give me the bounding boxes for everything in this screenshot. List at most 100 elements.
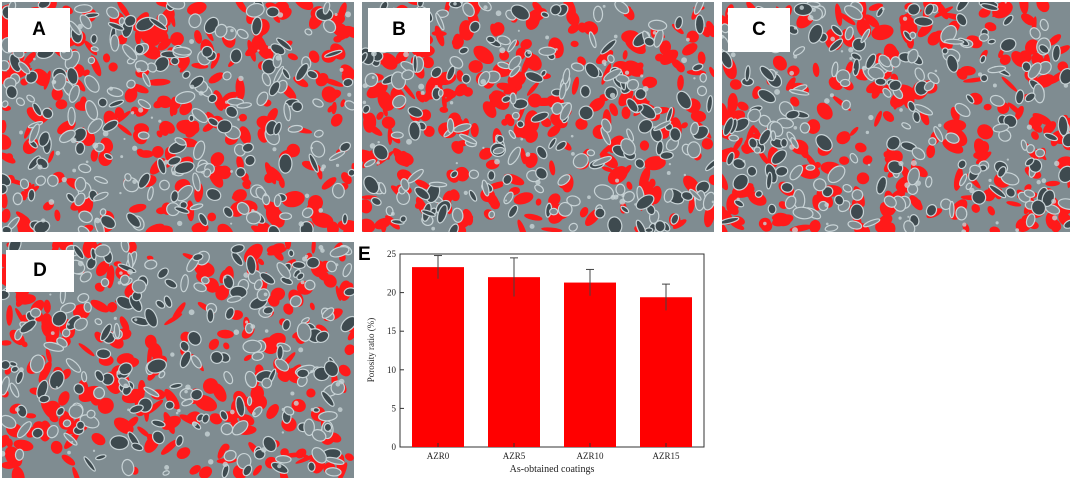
- grain: [912, 111, 921, 124]
- grain: [850, 52, 862, 61]
- grain: [340, 315, 354, 333]
- grain: [180, 274, 189, 293]
- grain: [28, 123, 40, 143]
- grain-highlight: [865, 130, 870, 135]
- grain: [758, 128, 772, 146]
- pore-region: [344, 453, 354, 461]
- grain-highlight: [852, 68, 855, 71]
- pore-region: [160, 120, 175, 134]
- grain: [33, 220, 51, 232]
- grain: [90, 46, 99, 52]
- pore-region: [189, 465, 201, 475]
- grain: [103, 152, 113, 161]
- pore-region: [82, 69, 90, 77]
- grain: [126, 79, 136, 89]
- grain: [206, 308, 215, 323]
- grain: [706, 95, 714, 113]
- grain: [48, 370, 65, 390]
- pore-region: [566, 10, 580, 26]
- grain: [496, 35, 511, 46]
- grain: [1002, 14, 1014, 26]
- pore-region: [547, 125, 561, 138]
- grain: [481, 179, 490, 197]
- pore-region: [772, 212, 791, 227]
- grain: [965, 182, 973, 191]
- grain-highlight: [1036, 180, 1041, 185]
- grain: [978, 33, 990, 42]
- grain-highlight: [263, 292, 268, 297]
- grain-highlight: [230, 222, 233, 225]
- grain: [74, 141, 86, 155]
- pore-region: [454, 166, 470, 182]
- grain: [2, 172, 12, 187]
- grain-highlight: [208, 459, 214, 465]
- grain-highlight: [711, 200, 714, 204]
- pore-region: [306, 388, 316, 398]
- grain: [363, 158, 376, 168]
- grain: [106, 6, 120, 19]
- pore-region: [6, 305, 13, 326]
- pore-region: [722, 206, 726, 213]
- grain: [29, 354, 45, 374]
- grain-highlight: [861, 65, 867, 71]
- grain: [344, 100, 354, 111]
- grain-highlight: [962, 222, 967, 227]
- pore-region: [1045, 180, 1060, 187]
- grain-highlight: [238, 75, 244, 82]
- grain: [696, 85, 708, 97]
- pore-region: [2, 192, 8, 209]
- pore-region: [422, 56, 434, 69]
- grain: [244, 370, 258, 389]
- grain: [222, 71, 232, 81]
- pore-region: [395, 51, 404, 64]
- pore-region: [283, 303, 294, 315]
- grain: [241, 142, 254, 153]
- grain-highlight: [251, 208, 255, 213]
- pore-region: [273, 250, 284, 261]
- grain-highlight: [1015, 228, 1020, 232]
- pore-region: [45, 348, 52, 364]
- pore-region: [374, 217, 392, 230]
- grain-highlight: [175, 411, 179, 415]
- grain-highlight: [70, 137, 77, 144]
- grain-highlight: [92, 449, 96, 452]
- grain-highlight: [480, 79, 487, 85]
- grain: [847, 220, 863, 230]
- grain-highlight: [668, 162, 672, 166]
- grain: [222, 274, 235, 290]
- pore-region: [239, 126, 251, 145]
- grain-highlight: [184, 389, 188, 394]
- grain: [137, 131, 150, 140]
- grain: [907, 100, 916, 112]
- grain-highlight: [66, 92, 69, 96]
- grain-highlight: [789, 144, 795, 150]
- grain-highlight: [92, 142, 99, 149]
- pore-region: [15, 211, 31, 224]
- pore-region: [157, 38, 172, 51]
- grain: [458, 46, 469, 55]
- grain: [911, 147, 926, 161]
- pore-region: [114, 107, 125, 120]
- grain: [913, 16, 934, 27]
- grain: [144, 307, 158, 328]
- pore-region: [508, 84, 518, 96]
- grain: [430, 66, 443, 79]
- grain: [979, 54, 987, 64]
- grain: [578, 105, 594, 121]
- pore-region: [462, 208, 474, 226]
- grain: [131, 442, 144, 452]
- grain: [785, 109, 800, 120]
- pore-region: [232, 189, 247, 202]
- x-axis-ticks: AZR0 AZR5 AZR10 AZR15: [427, 443, 680, 461]
- grain-highlight: [338, 378, 345, 385]
- grain: [412, 54, 418, 74]
- grain-highlight: [67, 450, 71, 455]
- grain: [980, 74, 989, 83]
- grain: [192, 253, 204, 262]
- pore-region: [998, 48, 1004, 58]
- grain: [342, 77, 354, 88]
- x-tick-label: AZR15: [653, 451, 681, 461]
- grain: [842, 183, 853, 193]
- grain: [93, 386, 106, 400]
- pore-region: [241, 174, 252, 185]
